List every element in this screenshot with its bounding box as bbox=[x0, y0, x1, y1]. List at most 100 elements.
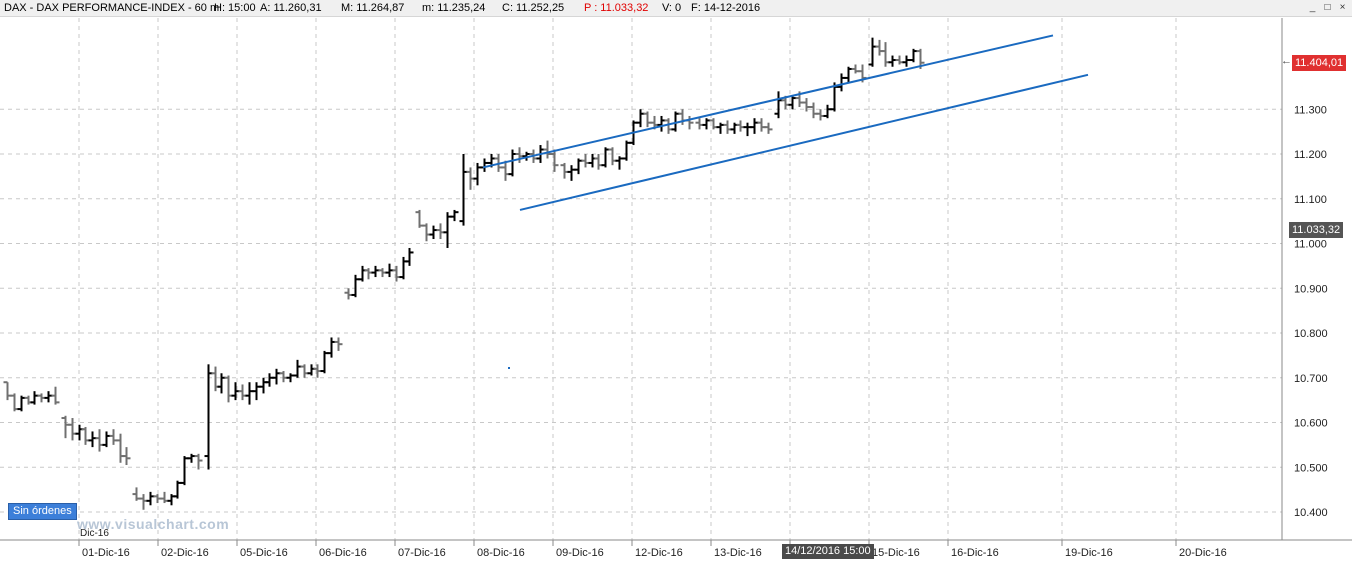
title-reference: P : 11.033,32 bbox=[584, 2, 649, 14]
ohlc-bar bbox=[399, 256, 408, 280]
price-axis: 10.400 10.500 10.600 10.700 10.800 10.900 11.0… bbox=[1281, 18, 1328, 540]
ohlc-bar bbox=[238, 384, 247, 401]
ohlc-bar bbox=[881, 42, 890, 67]
title-close: C: 11.252,25 bbox=[502, 2, 565, 14]
reference-price-tag: 11.033,32 bbox=[1289, 222, 1344, 238]
y-tick-label: 11.300 bbox=[1294, 104, 1327, 116]
ohlc-bar bbox=[3, 381, 12, 401]
ohlc-bar bbox=[844, 66, 853, 83]
x-tick-label: 02-Dic-16 bbox=[161, 547, 209, 559]
ohlc-bar bbox=[750, 118, 759, 134]
y-tick-label: 11.200 bbox=[1294, 149, 1327, 161]
ohlc-bar bbox=[695, 118, 704, 130]
ohlc-bar bbox=[378, 268, 387, 278]
y-tick-label: 10.500 bbox=[1294, 462, 1328, 474]
y-tick-label: 11.100 bbox=[1294, 194, 1327, 206]
ohlc-bar bbox=[615, 156, 624, 170]
ohlc-bar bbox=[436, 223, 445, 240]
orders-status-badge[interactable]: Sin órdenes bbox=[8, 503, 77, 520]
ohlc-bar bbox=[364, 268, 373, 280]
ohlc-bar bbox=[10, 393, 19, 412]
ohlc-bar bbox=[259, 377, 268, 394]
ohlc-bar bbox=[581, 154, 590, 168]
ohlc-bar bbox=[657, 115, 666, 132]
ohlc-bar bbox=[279, 371, 288, 383]
close-button[interactable]: × bbox=[1339, 2, 1346, 13]
ohlc-bar bbox=[109, 429, 118, 445]
ohlc-bar bbox=[816, 109, 825, 121]
reference-price-value: 11.033,32 bbox=[1292, 224, 1341, 236]
ohlc-bar bbox=[875, 39, 884, 56]
ohlc-bar bbox=[702, 118, 711, 130]
ohlc-bar bbox=[392, 265, 401, 282]
ohlc-bar bbox=[736, 120, 745, 132]
ohlc-bar bbox=[588, 154, 597, 168]
y-tick-label: 10.700 bbox=[1294, 373, 1328, 385]
ohlc-bar bbox=[902, 55, 911, 67]
ohlc-bar bbox=[608, 147, 617, 166]
ohlc-bar bbox=[601, 147, 610, 168]
trend-channel bbox=[482, 34, 1089, 369]
chart-title-bar: DAX - DAX PERFORMANCE-INDEX - 60 m H: 15… bbox=[0, 0, 1352, 17]
y-tick-label: 10.400 bbox=[1294, 507, 1328, 519]
title-low: m: 11.235,24 bbox=[422, 2, 486, 14]
ohlc-bar bbox=[17, 395, 26, 412]
ohlc-bar bbox=[415, 209, 424, 228]
ohlc-bar bbox=[716, 122, 725, 134]
ohlc-bar bbox=[252, 382, 261, 401]
ohlc-bar bbox=[574, 158, 583, 175]
ohlc-bar bbox=[173, 480, 182, 499]
ohlc-bar bbox=[743, 122, 752, 137]
x-tick-label: 13-Dic-16 bbox=[714, 547, 762, 559]
maximize-button[interactable]: □ bbox=[1324, 2, 1331, 13]
ohlc-bar bbox=[560, 162, 569, 179]
ohlc-bar bbox=[480, 158, 489, 172]
ohlc-bar bbox=[371, 265, 380, 278]
ohlc-bar bbox=[429, 225, 438, 240]
ohlc-bar bbox=[286, 373, 295, 383]
ohlc-bar bbox=[102, 431, 111, 448]
y-tick-label: 10.800 bbox=[1294, 328, 1328, 340]
ohlc-bar bbox=[75, 424, 84, 441]
ohlc-bar bbox=[466, 167, 475, 190]
ohlc-bar bbox=[245, 382, 254, 405]
ohlc-bar bbox=[116, 433, 125, 463]
ohlc-bar bbox=[30, 391, 39, 405]
ohlc-bar bbox=[422, 223, 431, 242]
ohlc-bar bbox=[888, 55, 897, 67]
ohlc-bar bbox=[895, 55, 904, 65]
minimize-button[interactable]: _ bbox=[1309, 2, 1316, 13]
ohlc-bar bbox=[823, 104, 832, 119]
ohlc-bar bbox=[837, 73, 846, 92]
y-tick-label: 10.600 bbox=[1294, 418, 1328, 430]
ohlc-bar bbox=[139, 494, 148, 510]
ohlc-bar bbox=[809, 102, 818, 119]
ohlc-bar bbox=[327, 337, 336, 358]
ohlc-bar bbox=[231, 382, 240, 401]
x-tick-label: 07-Dic-16 bbox=[398, 547, 446, 559]
ohlc-bar bbox=[224, 375, 233, 403]
x-tick-label: 19-Dic-16 bbox=[1065, 547, 1113, 559]
y-tick-label: 10.900 bbox=[1294, 283, 1328, 295]
title-volume: V: 0 bbox=[662, 2, 682, 14]
ohlc-bar bbox=[293, 359, 302, 378]
ohlc-bar bbox=[51, 386, 60, 405]
ohlc-bar bbox=[88, 431, 97, 448]
title-high: M: 11.264,87 bbox=[341, 2, 405, 14]
ohlc-bar bbox=[204, 364, 213, 470]
month-label: Dic-16 bbox=[80, 528, 109, 539]
price-bars bbox=[3, 37, 925, 510]
ohlc-bar bbox=[194, 453, 203, 470]
channel-lower-line bbox=[519, 73, 1089, 211]
x-tick-label: 06-Dic-16 bbox=[319, 547, 367, 559]
ohlc-bar bbox=[764, 122, 773, 134]
x-tick-label: 09-Dic-16 bbox=[556, 547, 604, 559]
y-tick-label: 11.000 bbox=[1294, 239, 1327, 251]
ohlc-bar bbox=[344, 288, 353, 300]
ohlc-bar bbox=[44, 391, 53, 403]
ohlc-bar bbox=[334, 337, 343, 351]
x-tick-label: 08-Dic-16 bbox=[477, 547, 525, 559]
ohlc-bar bbox=[757, 118, 766, 132]
ohlc-bar bbox=[550, 149, 559, 172]
